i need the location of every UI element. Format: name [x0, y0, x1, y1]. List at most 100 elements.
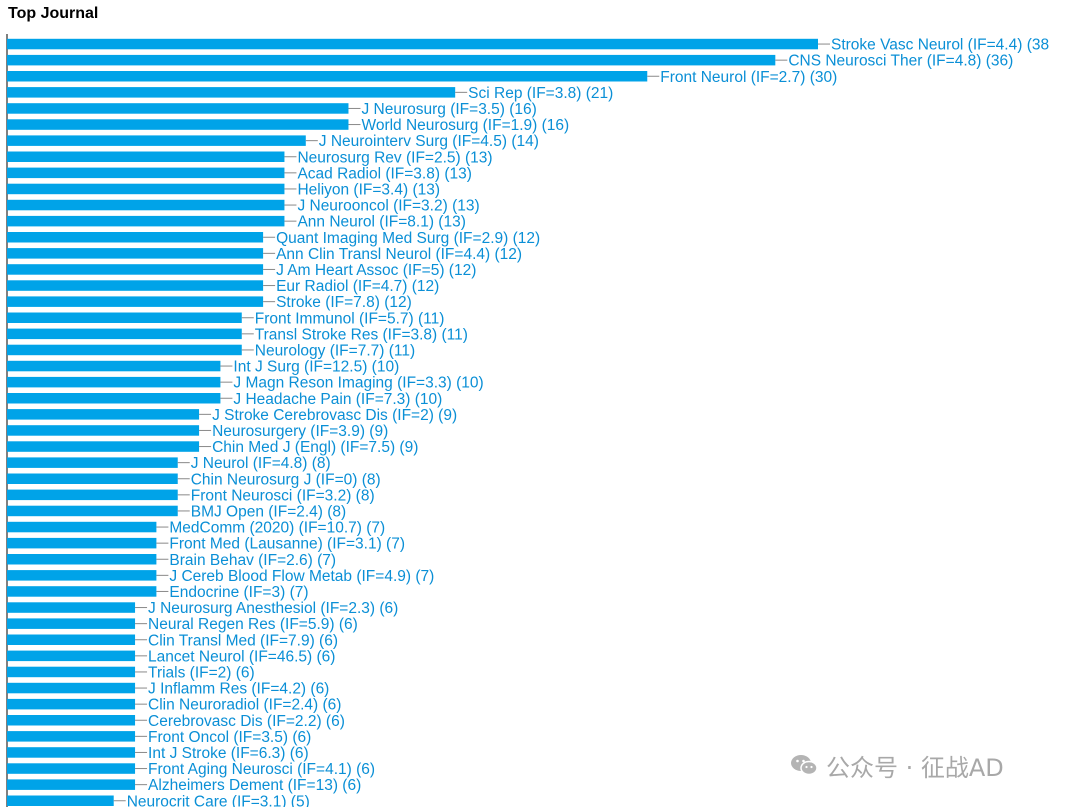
bar-label: J Stroke Cerebrovasc Dis (IF=2) (9): [212, 407, 457, 424]
bar-label: CNS Neurosci Ther (IF=4.8) (36): [788, 53, 1013, 70]
bar-group: Endocrine (IF=3) (7): [7, 584, 309, 601]
bar-group: Int J Surg (IF=12.5) (10): [7, 359, 399, 376]
bar-label: Neural Regen Res (IF=5.9) (6): [148, 616, 358, 633]
bar-group: Front Neurosci (IF=3.2) (8): [7, 487, 375, 504]
bar-label: J Neurosurg (IF=3.5) (16): [361, 101, 536, 118]
bar-label: J Magn Reson Imaging (IF=3.3) (10): [233, 375, 483, 392]
bar: [7, 151, 285, 162]
bar-group: Front Med (Lausanne) (IF=3.1) (7): [7, 536, 405, 553]
bar-label: Chin Med J (Engl) (IF=7.5) (9): [212, 439, 418, 456]
bar: [7, 666, 136, 678]
bar-label: Front Med (Lausanne) (IF=3.1) (7): [169, 536, 405, 553]
bar-label: J Headache Pain (IF=7.3) (10): [233, 391, 442, 408]
bar: [7, 586, 157, 597]
bar-label: MedComm (2020) (IF=10.7) (7): [169, 520, 385, 537]
bar-label: Front Oncol (IF=3.5) (6): [148, 729, 311, 746]
bar-group: Brain Behav (IF=2.6) (7): [7, 552, 336, 569]
bar: [7, 489, 178, 501]
bar-label: Endocrine (IF=3) (7): [169, 584, 308, 601]
bar-group: Neural Regen Res (IF=5.9) (6): [7, 616, 358, 633]
bar-label: Quant Imaging Med Surg (IF=2.9) (12): [276, 230, 540, 247]
bar-group: BMJ Open (IF=2.4) (8): [7, 503, 346, 520]
bar-group: J Inflamm Res (IF=4.2) (6): [7, 681, 329, 698]
bar-group: J Am Heart Assoc (IF=5) (12): [7, 262, 476, 279]
bar-group: J Stroke Cerebrovasc Dis (IF=2) (9): [7, 407, 457, 424]
bar-label: Acad Radiol (IF=3.8) (13): [297, 165, 471, 182]
bar-group: Eur Radiol (IF=4.7) (12): [7, 278, 439, 295]
bar: [7, 505, 178, 517]
bar-label: Neurosurg Rev (IF=2.5) (13): [297, 149, 492, 166]
bar-label: Cerebrovasc Dis (IF=2.2) (6): [148, 713, 345, 730]
bar-label: J Neurointerv Surg (IF=4.5) (14): [319, 133, 539, 150]
bar-label: Eur Radiol (IF=4.7) (12): [276, 278, 439, 295]
bar-label: Heliyon (IF=3.4) (13): [297, 181, 440, 198]
bar-group: CNS Neurosci Ther (IF=4.8) (36): [7, 53, 1013, 70]
bar: [7, 731, 136, 742]
bar: [7, 618, 136, 629]
bar-group: J Neurosurg (IF=3.5) (16): [7, 101, 537, 118]
bar-group: Front Immunol (IF=5.7) (11): [7, 310, 444, 327]
bar: [7, 537, 157, 549]
wechat-icon: [791, 755, 818, 776]
bar: [7, 425, 200, 436]
bar-group: J Cereb Blood Flow Metab (IF=4.9) (7): [7, 568, 434, 585]
bar-group: J Neurol (IF=4.8) (8): [7, 455, 331, 472]
bar: [7, 393, 221, 404]
bar: [7, 360, 221, 372]
bar: [7, 183, 285, 195]
bar-group: Neurology (IF=7.7) (11): [7, 342, 415, 359]
bar: [7, 521, 157, 533]
bar-label: J Cereb Blood Flow Metab (IF=4.9) (7): [169, 568, 434, 585]
bar-group: Neurocrit Care (IF=3.1) (5): [7, 793, 310, 807]
bar-label: BMJ Open (IF=2.4) (8): [191, 503, 346, 520]
bar: [7, 441, 200, 452]
bar-group: Clin Neuroradiol (IF=2.4) (6): [7, 697, 341, 714]
bar: [7, 38, 818, 50]
chart-title: Top Journal: [8, 5, 99, 22]
bar-group: Stroke (IF=7.8) (12): [7, 294, 412, 311]
bar-label: J Am Heart Assoc (IF=5) (12): [276, 262, 476, 279]
bar: [7, 634, 136, 645]
bar-group: Alzheimers Dement (IF=13) (6): [7, 777, 361, 794]
bar-group: Heliyon (IF=3.4) (13): [7, 181, 440, 198]
bar-label: J Inflamm Res (IF=4.2) (6): [148, 681, 329, 698]
bar-group: Clin Transl Med (IF=7.9) (6): [7, 632, 338, 649]
bar-label: Clin Transl Med (IF=7.9) (6): [148, 632, 338, 649]
bar: [7, 328, 242, 340]
bar: [7, 795, 114, 806]
bar-label: Int J Stroke (IF=6.3) (6): [148, 745, 309, 762]
bar-label: Chin Neurosurg J (IF=0) (8): [191, 471, 381, 488]
bar: [7, 248, 264, 259]
bar-group: J Neurointerv Surg (IF=4.5) (14): [7, 133, 539, 150]
bar: [7, 698, 136, 710]
bar-label: Front Aging Neurosci (IF=4.1) (6): [148, 761, 375, 778]
bar-label: Front Neurol (IF=2.7) (30): [660, 69, 837, 86]
bar: [7, 135, 306, 146]
bar: [7, 312, 242, 323]
bar-label: Neurology (IF=7.7) (11): [255, 342, 415, 359]
bar: [7, 747, 136, 758]
bar-group: Lancet Neurol (IF=46.5) (6): [7, 648, 335, 665]
bar-group: Front Neurol (IF=2.7) (30): [7, 69, 837, 86]
bar: [7, 570, 157, 581]
bar-group: Cerebrovasc Dis (IF=2.2) (6): [7, 713, 345, 730]
bar-group: Int J Stroke (IF=6.3) (6): [7, 745, 309, 762]
bar-group: Stroke Vasc Neurol (IF=4.4) (38: [7, 37, 1049, 54]
bar-label: World Neurosurg (IF=1.9) (16): [361, 117, 569, 134]
bar: [7, 779, 136, 790]
bar-label: Transl Stroke Res (IF=3.8) (11): [255, 326, 468, 343]
bar-label: Alzheimers Dement (IF=13) (6): [148, 777, 361, 794]
bar-label: Ann Neurol (IF=8.1) (13): [297, 214, 465, 231]
bar-label: Int J Surg (IF=12.5) (10): [233, 359, 399, 376]
bar-label: Trials (IF=2) (6): [148, 664, 255, 681]
bar-group: Neurosurg Rev (IF=2.5) (13): [7, 149, 493, 166]
bar-label: Front Immunol (IF=5.7) (11): [255, 310, 445, 327]
bar-label: Stroke Vasc Neurol (IF=4.4) (38: [831, 37, 1049, 54]
bar-label: J Neurol (IF=4.8) (8): [191, 455, 331, 472]
bar-group: Ann Clin Transl Neurol (IF=4.4) (12): [7, 246, 522, 263]
bar-group: Front Aging Neurosci (IF=4.1) (6): [7, 761, 375, 778]
bar-label: Neurosurgery (IF=3.9) (9): [212, 423, 388, 440]
bar-group: MedComm (2020) (IF=10.7) (7): [7, 520, 385, 537]
bar-group: J Neurosurg Anesthesiol (IF=2.3) (6): [7, 600, 398, 617]
